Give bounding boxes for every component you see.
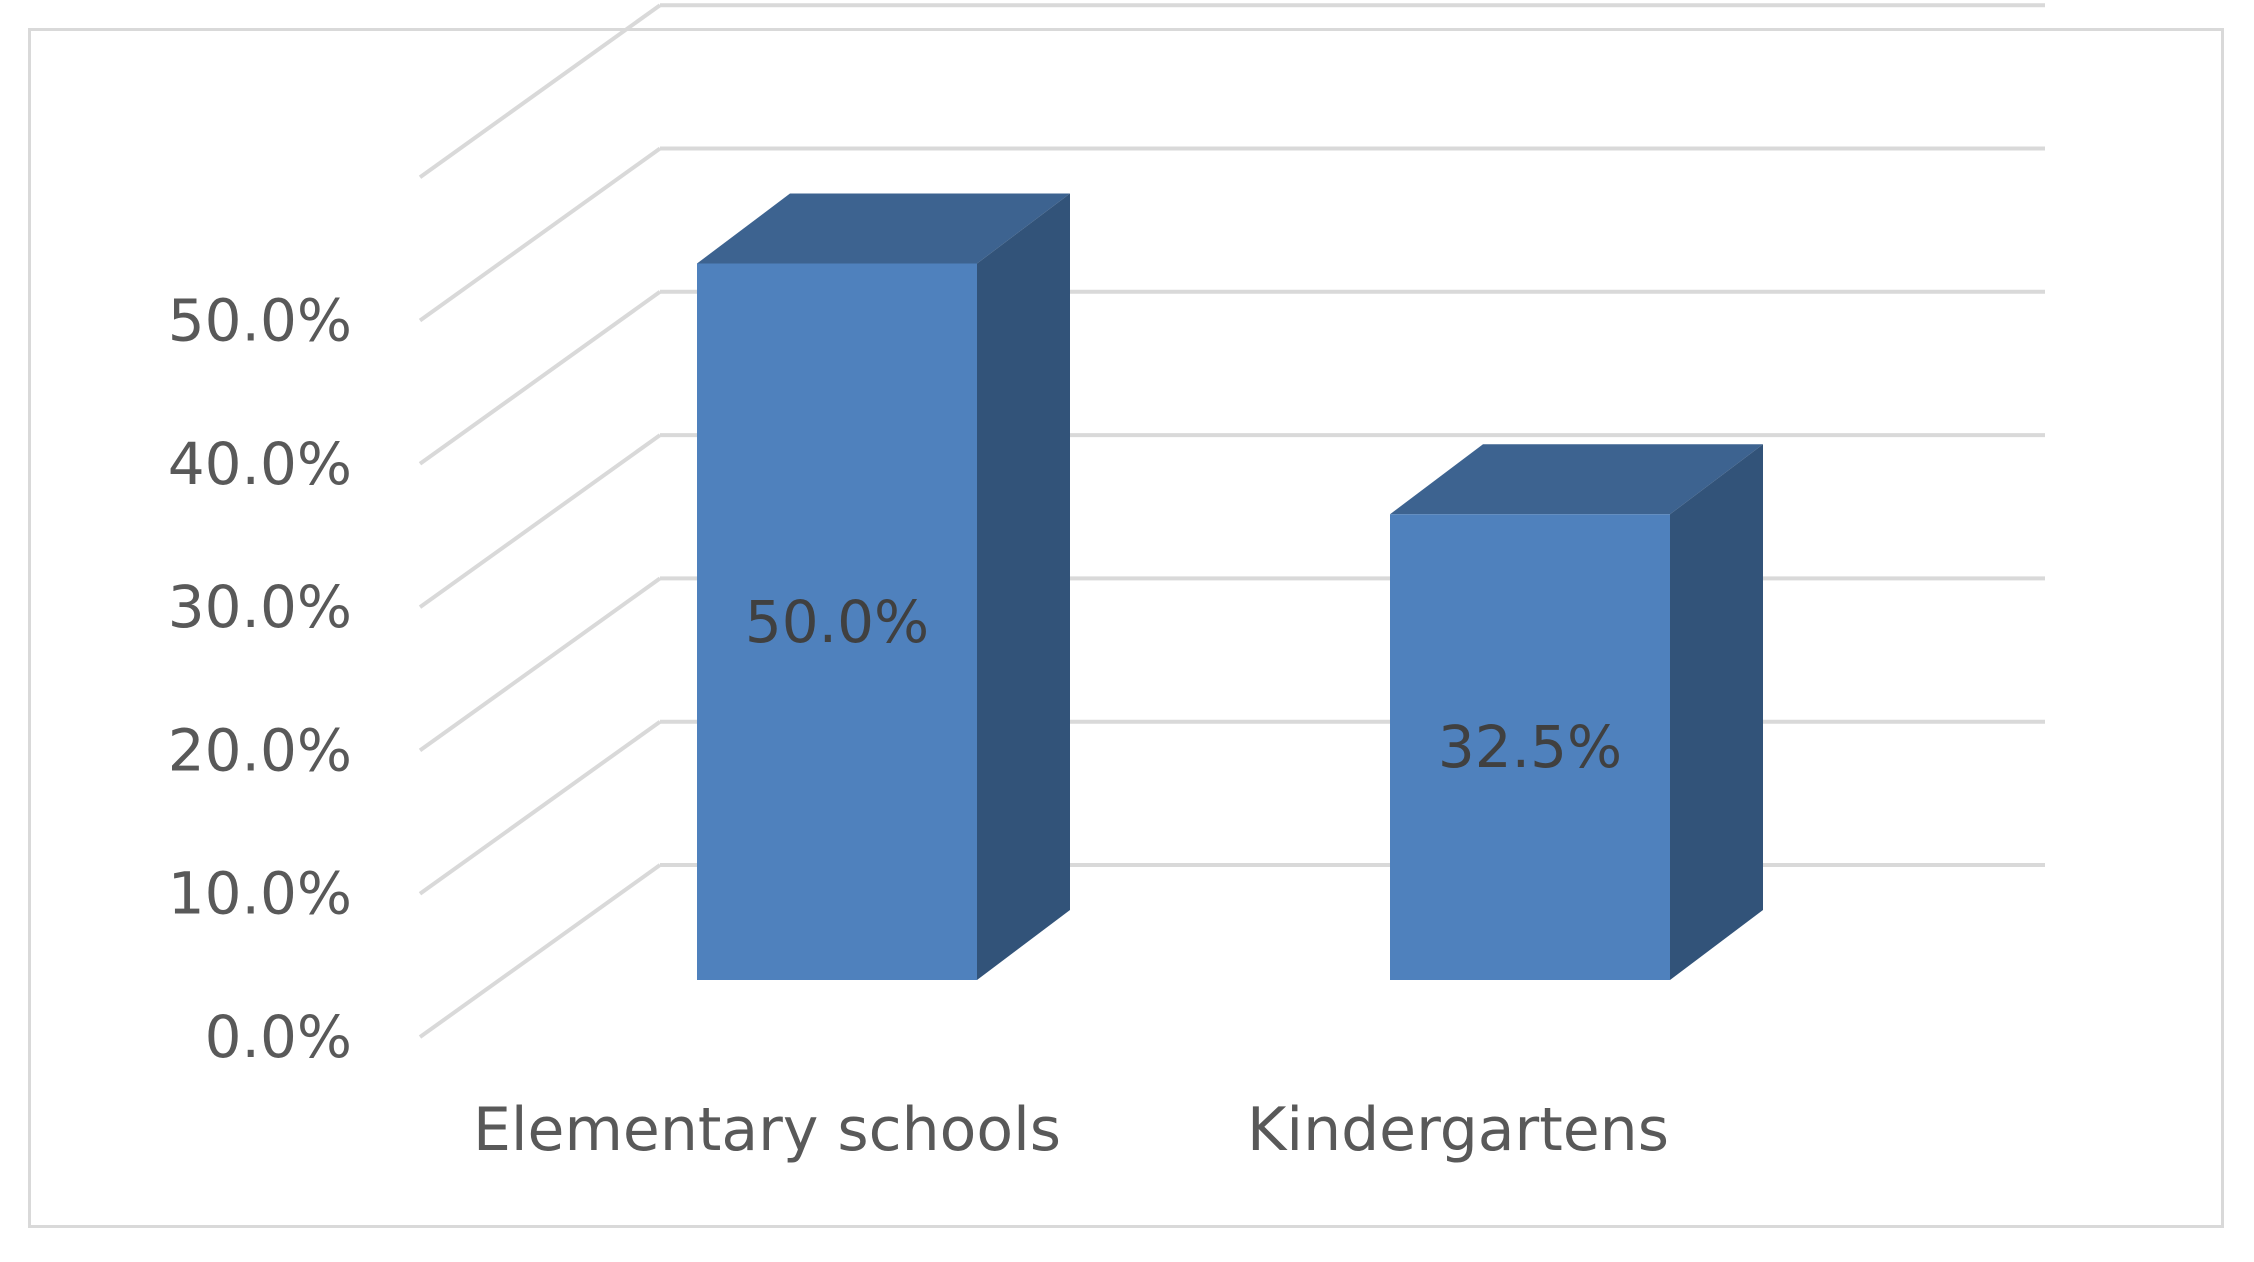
gridline-diagonal <box>418 146 662 323</box>
gridline-diagonal <box>418 433 662 609</box>
bar <box>697 263 977 980</box>
y-tick-label: 0.0% <box>205 1003 352 1071</box>
bar-side <box>977 193 1070 980</box>
labels: 0.0% 10.0% 20.0% 30.0% 40.0% 50.0% 50.0% Elemen… <box>168 287 1669 1166</box>
y-tick-label: 30.0% <box>168 573 352 641</box>
bar <box>1390 514 1670 980</box>
gridline-diagonal <box>418 720 662 896</box>
y-tick-label: 20.0% <box>168 716 352 784</box>
gridlines <box>418 3 2045 1039</box>
gridline-diagonal <box>418 863 662 1039</box>
bar-top <box>697 193 1070 264</box>
y-tick-label: 10.0% <box>168 860 352 928</box>
x-category-label: Kindergartens <box>1247 1095 1669 1165</box>
bars <box>697 193 1763 980</box>
x-category-label: Elementary schools <box>473 1095 1061 1165</box>
chart-frame <box>28 28 2224 1228</box>
gridline-diagonal <box>418 290 662 466</box>
gridline-diagonal <box>418 576 662 753</box>
bar-side <box>1670 444 1763 980</box>
gridline-diagonal <box>418 3 662 179</box>
data-label: 32.5% <box>1438 713 1622 781</box>
data-label: 50.0% <box>745 588 929 656</box>
y-tick-label: 40.0% <box>168 430 352 498</box>
bar-top <box>1390 444 1763 515</box>
y-tick-label: 50.0% <box>168 287 352 355</box>
